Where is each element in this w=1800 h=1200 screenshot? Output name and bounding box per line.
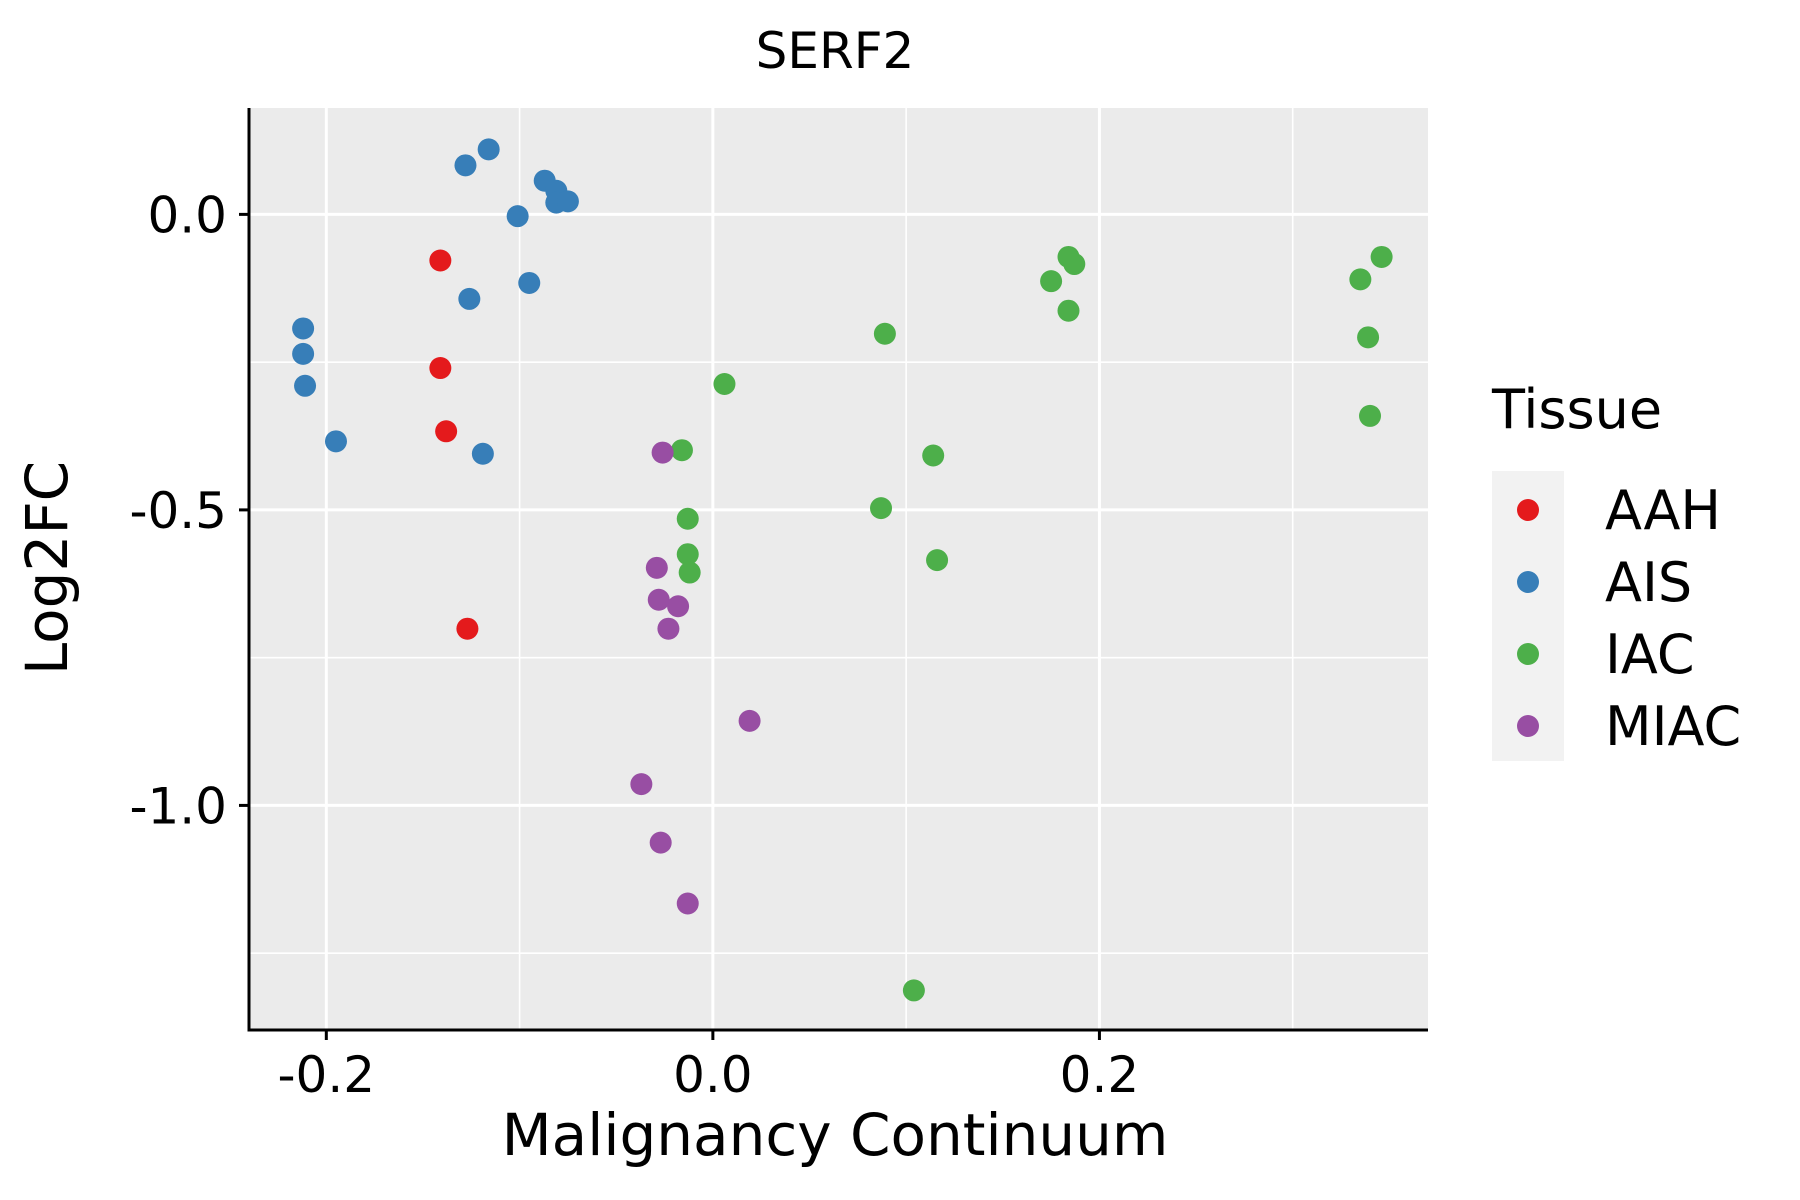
point-iac: [1063, 253, 1086, 276]
legend: Tissue AAH AIS IAC MIAC: [1491, 378, 1741, 761]
major-gridlines: [249, 108, 1428, 1030]
legend-entries: AAH AIS IAC MIAC: [1517, 479, 1741, 758]
point-iac: [926, 549, 949, 572]
point-ais: [471, 442, 494, 465]
point-iac: [1349, 268, 1372, 291]
point-ais: [556, 190, 579, 213]
point-ais: [324, 430, 347, 453]
point-iac: [676, 507, 699, 530]
x-tick-label: -0.2: [278, 1046, 376, 1104]
legend-key-ais: [1517, 571, 1539, 593]
point-miac: [738, 709, 761, 732]
data-points: [292, 138, 1393, 1002]
point-miac: [649, 831, 672, 854]
x-axis-title: Malignancy Continuum: [502, 1101, 1169, 1169]
point-iac: [670, 439, 693, 462]
point-iac: [1359, 404, 1382, 427]
point-ais: [294, 374, 317, 397]
point-miac: [651, 441, 674, 464]
point-miac: [667, 595, 690, 618]
point-ais: [506, 205, 529, 228]
y-axis-title: Log2FC: [13, 461, 81, 675]
point-miac: [647, 588, 670, 611]
x-axis-ticks: -0.2 0.0 0.2: [278, 1030, 1140, 1104]
point-ais: [458, 287, 481, 310]
legend-label-miac: MIAC: [1605, 695, 1741, 758]
legend-label-iac: IAC: [1605, 623, 1695, 686]
point-iac: [678, 561, 701, 584]
x-tick-label: 0.0: [673, 1046, 753, 1104]
point-aah: [429, 357, 452, 380]
legend-label-ais: AIS: [1605, 551, 1692, 614]
point-aah: [456, 617, 479, 640]
point-iac: [1057, 299, 1080, 322]
legend-title: Tissue: [1491, 378, 1662, 441]
chart-title: SERF2: [756, 22, 915, 80]
point-iac: [1040, 270, 1063, 293]
point-ais: [454, 154, 477, 177]
point-iac: [873, 322, 896, 345]
point-iac: [1370, 245, 1393, 268]
x-tick-label: 0.2: [1060, 1046, 1140, 1104]
point-iac: [1357, 326, 1380, 349]
point-iac: [676, 543, 699, 566]
y-axis-ticks: 0.0 -0.5 -1.0: [129, 186, 249, 835]
y-tick-label: -1.0: [129, 777, 227, 835]
legend-key-aah: [1517, 499, 1539, 521]
point-iac: [870, 497, 893, 520]
point-miac: [657, 617, 680, 640]
point-miac: [630, 773, 653, 796]
point-miac: [645, 556, 668, 579]
point-aah: [435, 420, 458, 443]
point-ais: [518, 271, 541, 294]
point-iac: [902, 979, 925, 1002]
legend-key-iac: [1517, 643, 1539, 665]
y-tick-label: -0.5: [129, 482, 227, 540]
y-tick-label: 0.0: [147, 186, 227, 244]
point-miac: [676, 892, 699, 915]
point-iac: [922, 444, 945, 467]
legend-key-miac: [1517, 715, 1539, 737]
legend-label-aah: AAH: [1605, 479, 1721, 542]
point-ais: [292, 317, 315, 340]
point-ais: [292, 342, 315, 365]
point-iac: [713, 373, 736, 396]
point-aah: [429, 249, 452, 272]
plot-panel: [249, 108, 1428, 1030]
point-ais: [477, 138, 500, 161]
